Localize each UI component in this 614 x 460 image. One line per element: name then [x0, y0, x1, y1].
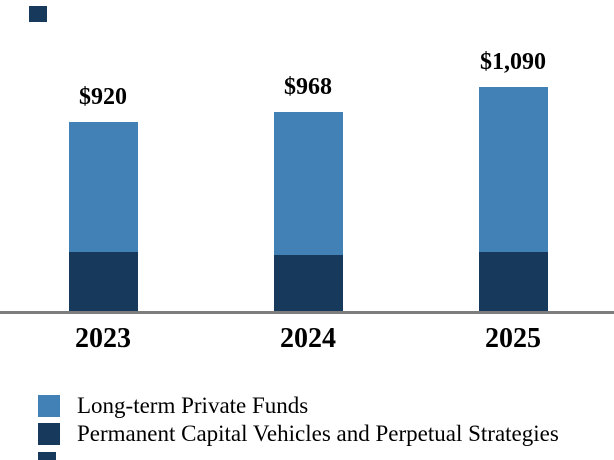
x-axis-label-2025: 2025 [485, 323, 541, 354]
segment-permanent-capital-vehicles [273, 255, 343, 311]
bar-total-label-2023: $920 [79, 83, 127, 110]
bar-total-label-2025: $1,090 [480, 48, 546, 75]
x-axis-label-2023: 2023 [75, 323, 131, 354]
cropped-legend-swatch-top [29, 6, 47, 22]
segment-permanent-capital-vehicles [478, 251, 548, 311]
bar-total-label-2024: $968 [284, 73, 332, 100]
x-axis-line [0, 311, 614, 314]
x-axis-label-2024: 2024 [280, 323, 336, 354]
stacked-bar-2024 [273, 111, 343, 311]
segment-permanent-capital-vehicles [68, 252, 138, 311]
stacked-bar-2025 [478, 86, 548, 311]
stacked-bar-2023 [68, 121, 138, 311]
cropped-legend-swatch-bottom [38, 452, 56, 460]
